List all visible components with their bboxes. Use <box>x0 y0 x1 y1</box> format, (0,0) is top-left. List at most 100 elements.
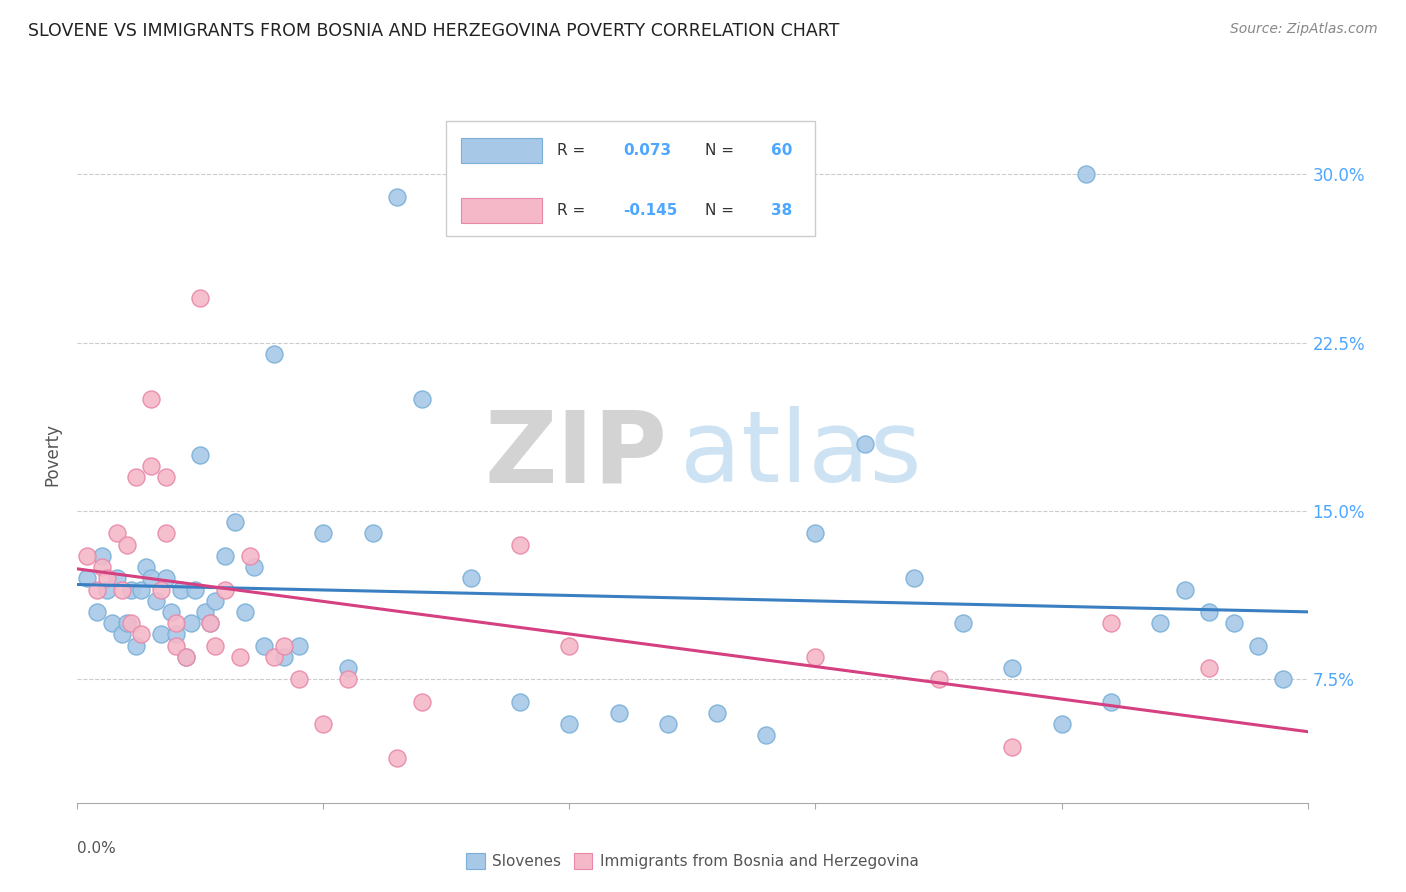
Point <box>76 571 98 585</box>
Point <box>96 582 118 597</box>
Point <box>86 605 108 619</box>
Point <box>558 717 581 731</box>
Point <box>411 695 433 709</box>
Point <box>190 448 212 462</box>
Point <box>111 582 132 597</box>
Point <box>141 459 163 474</box>
Point <box>86 582 108 597</box>
Point <box>1149 616 1171 631</box>
Point <box>1001 661 1024 675</box>
Point <box>115 538 138 552</box>
Point <box>288 639 311 653</box>
Point <box>1001 739 1024 754</box>
Point <box>312 526 335 541</box>
Point <box>1076 167 1098 181</box>
Point <box>165 616 187 631</box>
Point <box>952 616 974 631</box>
Point <box>706 706 728 720</box>
Point <box>155 470 177 484</box>
Point <box>755 729 778 743</box>
Point <box>165 639 187 653</box>
Point <box>509 538 531 552</box>
Point <box>101 616 124 631</box>
Point <box>1247 639 1270 653</box>
Point <box>170 582 193 597</box>
Point <box>135 560 157 574</box>
Point <box>1174 582 1197 597</box>
Point <box>141 571 163 585</box>
Point <box>96 571 118 585</box>
Point <box>145 594 167 608</box>
Y-axis label: Poverty: Poverty <box>44 424 62 486</box>
Point <box>361 526 384 541</box>
Point <box>131 627 153 641</box>
Point <box>509 695 531 709</box>
Point <box>224 515 246 529</box>
Point <box>214 549 236 563</box>
Point <box>804 649 827 664</box>
Point <box>174 649 197 664</box>
Point <box>460 571 482 585</box>
Point <box>160 605 183 619</box>
Point <box>1272 673 1295 687</box>
Point <box>76 549 98 563</box>
Point <box>141 392 163 406</box>
Point <box>155 526 177 541</box>
Point <box>204 594 226 608</box>
Point <box>150 582 173 597</box>
Point <box>928 673 950 687</box>
Legend: Slovenes, Immigrants from Bosnia and Herzegovina: Slovenes, Immigrants from Bosnia and Her… <box>460 847 925 875</box>
Point <box>1223 616 1246 631</box>
Point <box>174 649 197 664</box>
Point <box>337 673 360 687</box>
Point <box>125 470 148 484</box>
Point <box>1198 661 1220 675</box>
Text: SLOVENE VS IMMIGRANTS FROM BOSNIA AND HERZEGOVINA POVERTY CORRELATION CHART: SLOVENE VS IMMIGRANTS FROM BOSNIA AND HE… <box>28 22 839 40</box>
Point <box>387 751 409 765</box>
Point <box>105 526 128 541</box>
Point <box>125 639 148 653</box>
Point <box>115 616 138 631</box>
Point <box>150 627 173 641</box>
Point <box>190 291 212 305</box>
Point <box>1099 695 1122 709</box>
Point <box>121 616 143 631</box>
Point <box>90 549 114 563</box>
Point <box>233 605 256 619</box>
Point <box>194 605 217 619</box>
Point <box>204 639 226 653</box>
Point <box>214 582 236 597</box>
Point <box>90 560 114 574</box>
Point <box>121 582 143 597</box>
Point <box>263 347 285 361</box>
Point <box>903 571 925 585</box>
Point <box>111 627 132 641</box>
Point <box>273 639 295 653</box>
Text: atlas: atlas <box>681 407 922 503</box>
Point <box>184 582 207 597</box>
Point <box>273 649 295 664</box>
Point <box>657 717 679 731</box>
Point <box>229 649 252 664</box>
Point <box>312 717 335 731</box>
Point <box>337 661 360 675</box>
Text: ZIP: ZIP <box>485 407 668 503</box>
Point <box>411 392 433 406</box>
Point <box>387 190 409 204</box>
Point <box>804 526 827 541</box>
Point <box>200 616 222 631</box>
Point <box>155 571 177 585</box>
Point <box>263 649 285 664</box>
Text: 0.0%: 0.0% <box>77 841 117 856</box>
Point <box>131 582 153 597</box>
Point <box>607 706 630 720</box>
Text: Source: ZipAtlas.com: Source: ZipAtlas.com <box>1230 22 1378 37</box>
Point <box>239 549 262 563</box>
Point <box>243 560 266 574</box>
Point <box>253 639 276 653</box>
Point <box>1050 717 1073 731</box>
Point <box>558 639 581 653</box>
Point <box>200 616 222 631</box>
Point <box>165 627 187 641</box>
Point <box>853 436 876 450</box>
